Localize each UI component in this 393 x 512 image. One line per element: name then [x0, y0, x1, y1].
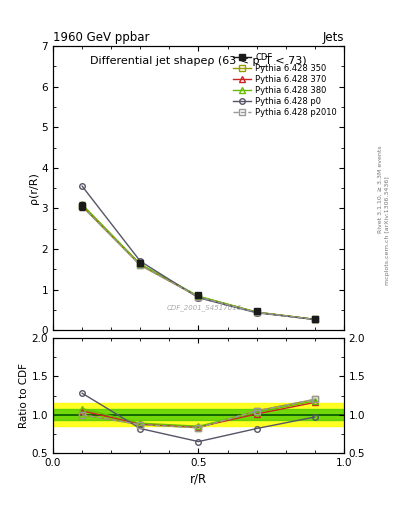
Y-axis label: Ratio to CDF: Ratio to CDF [19, 363, 29, 428]
Legend: CDF, Pythia 6.428 350, Pythia 6.428 370, Pythia 6.428 380, Pythia 6.428 p0, Pyth: CDF, Pythia 6.428 350, Pythia 6.428 370,… [230, 50, 340, 120]
Text: Rivet 3.1.10, ≥ 3.3M events: Rivet 3.1.10, ≥ 3.3M events [378, 145, 383, 233]
Y-axis label: ρ(r/R): ρ(r/R) [29, 172, 39, 204]
Text: CDF_2001_S4517016: CDF_2001_S4517016 [167, 304, 242, 311]
Text: 1960 GeV ppbar: 1960 GeV ppbar [53, 31, 150, 44]
Text: mcplots.cern.ch [arXiv:1306.3436]: mcplots.cern.ch [arXiv:1306.3436] [385, 176, 389, 285]
X-axis label: r/R: r/R [190, 472, 207, 485]
Text: Jets: Jets [322, 31, 344, 44]
Text: Differential jet shapeρ (63 < p_T < 73): Differential jet shapeρ (63 < p_T < 73) [90, 55, 307, 66]
